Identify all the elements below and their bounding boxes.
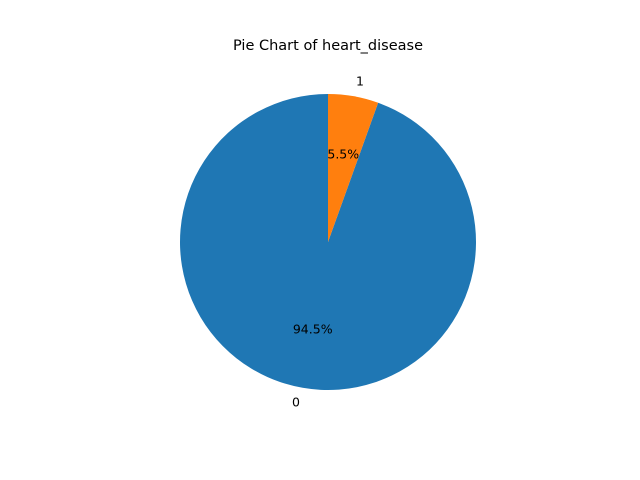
percent-label-1: 5.5% <box>327 147 359 162</box>
pie-slices <box>180 94 477 390</box>
chart-title: Pie Chart of heart_disease <box>233 38 423 54</box>
pie-slice-0 <box>180 94 477 390</box>
slice-label-1: 1 <box>356 74 364 89</box>
pie-labels: 0 94.5% 1 5.5% <box>292 74 364 410</box>
slice-label-0: 0 <box>292 394 300 409</box>
pie-slice-1 <box>328 94 379 242</box>
percent-label-0: 94.5% <box>293 321 333 336</box>
